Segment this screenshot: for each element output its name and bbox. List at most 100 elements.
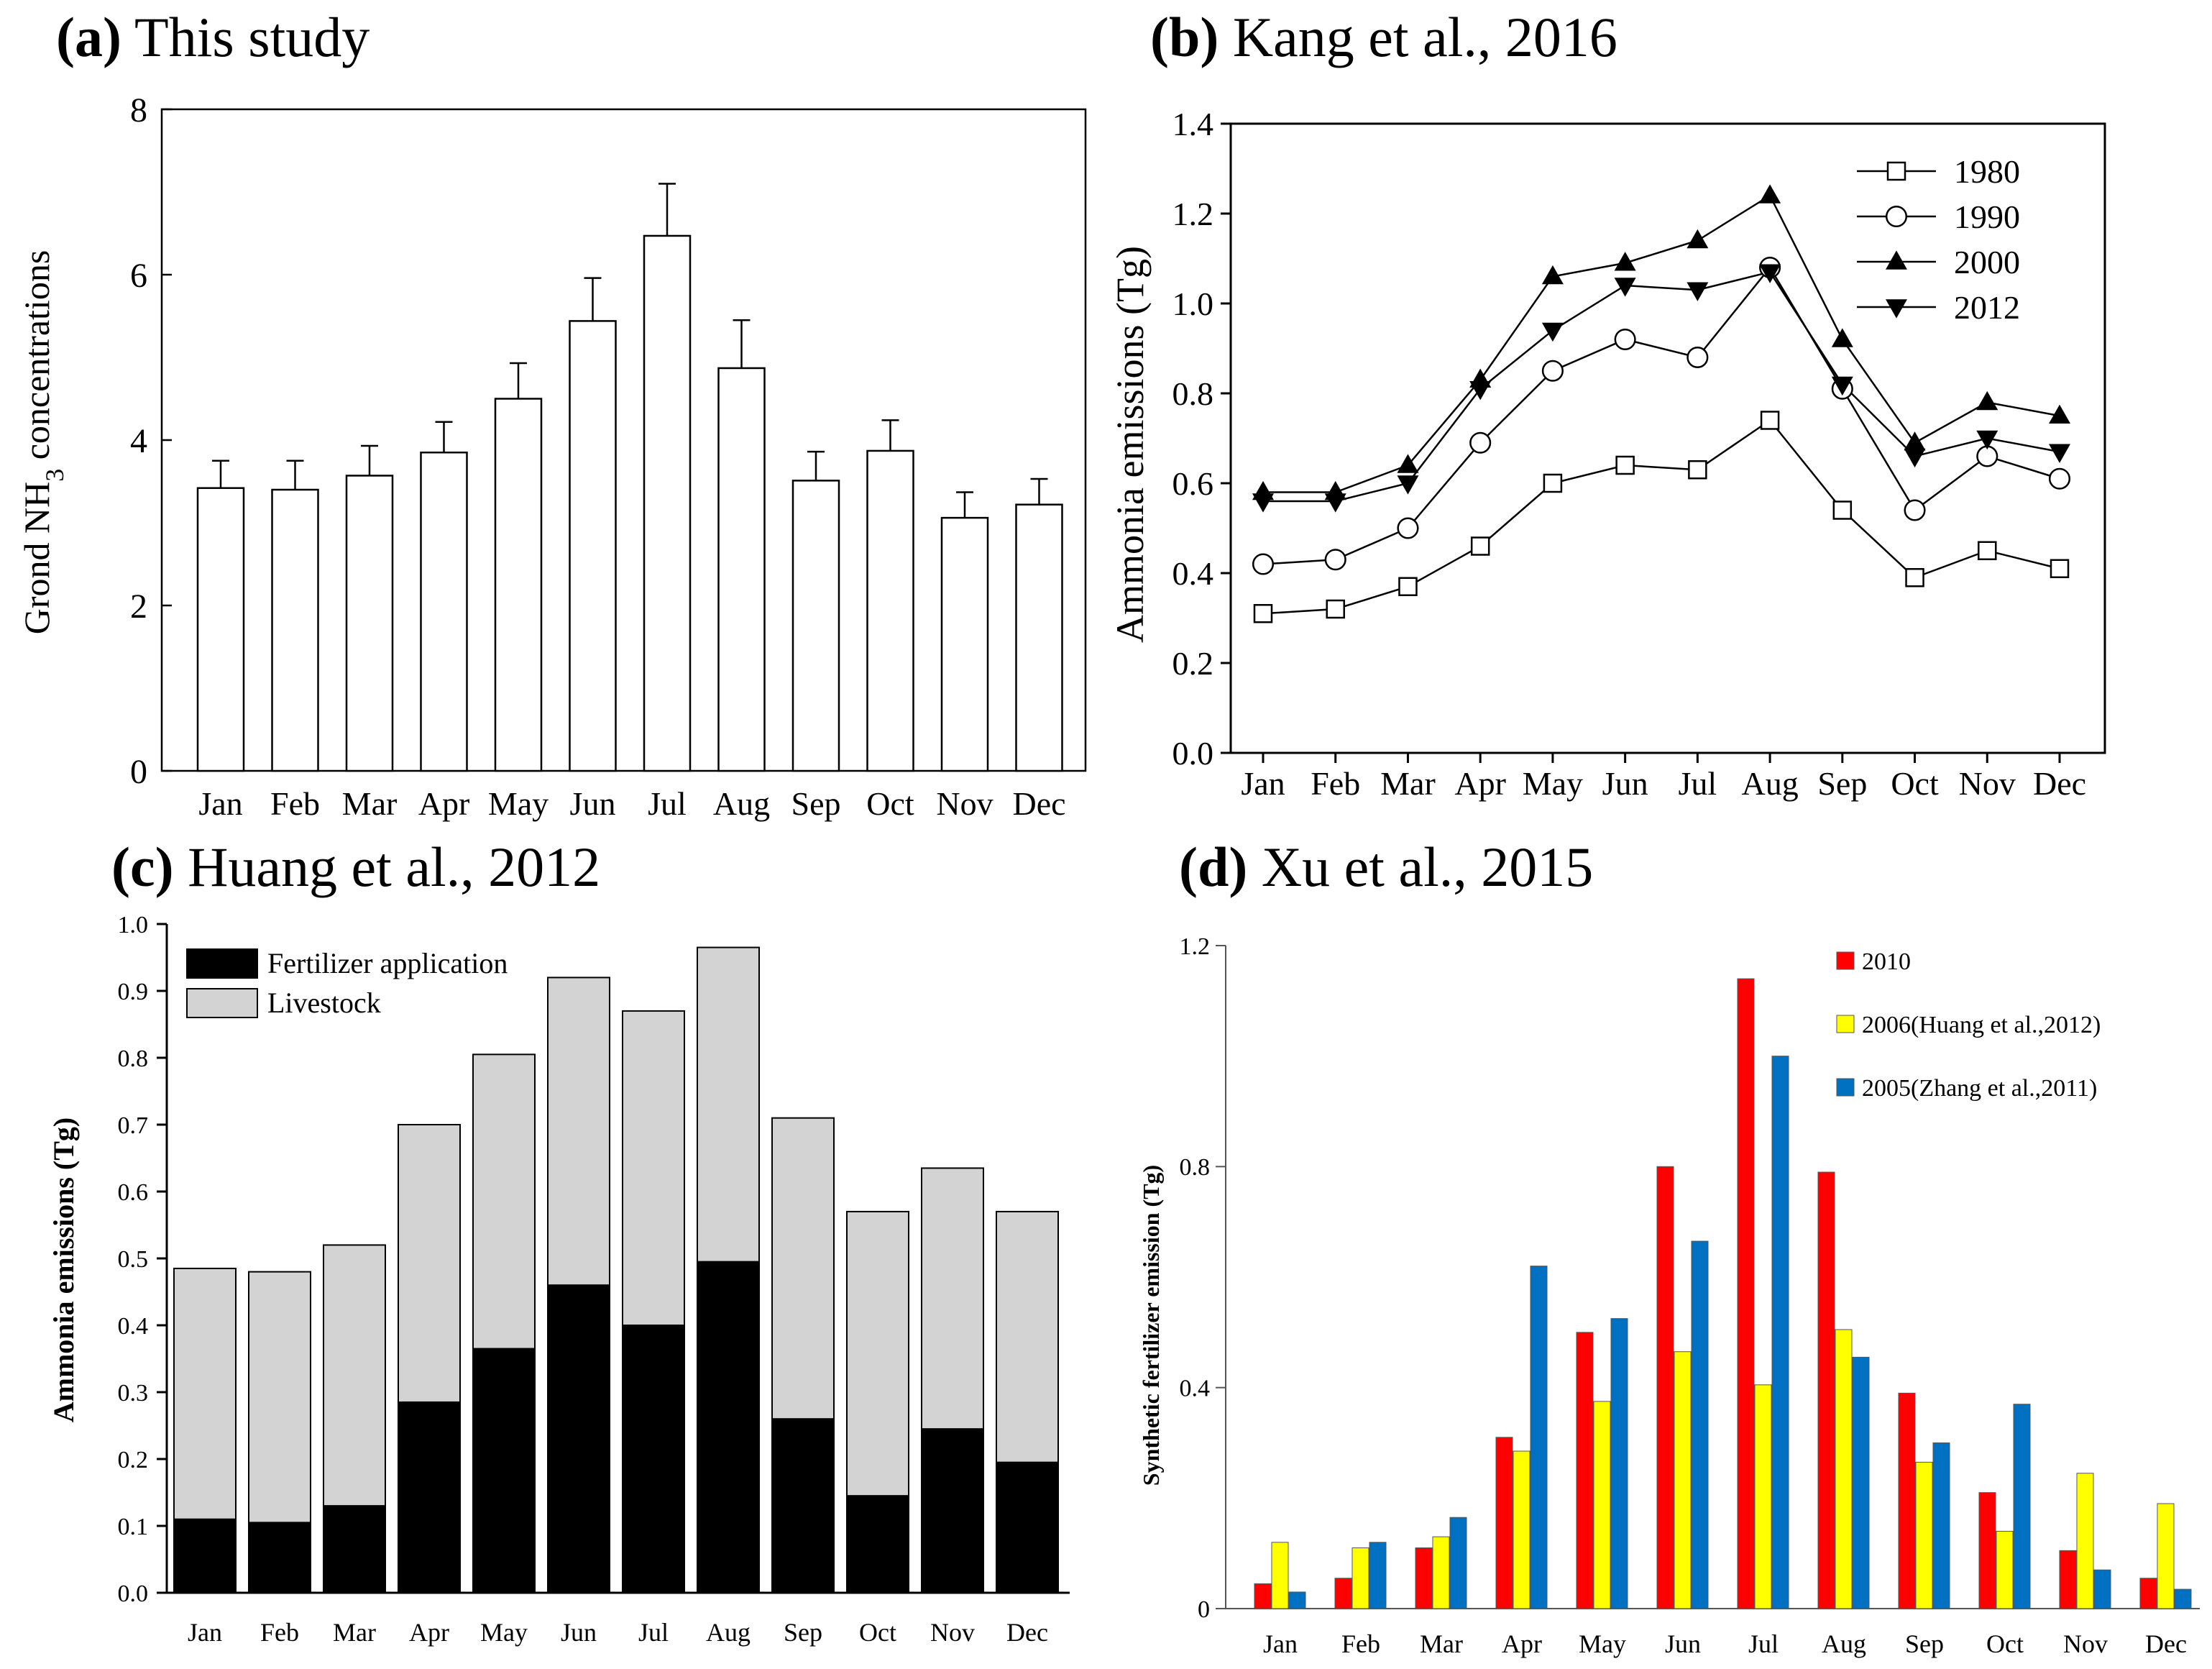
bar (2013, 1404, 2031, 1609)
marker-circle (1397, 517, 1419, 539)
bar (420, 452, 468, 772)
bar-fertilizer (398, 1401, 461, 1593)
y-tick-label: 4 (130, 422, 147, 460)
bar (866, 449, 914, 772)
y-tick-label: 8 (130, 91, 147, 129)
marker-square (2050, 559, 2070, 578)
bar-fertilizer (697, 1261, 760, 1594)
y-tick-label: 0.2 (1172, 645, 1214, 682)
bar (1369, 1542, 1387, 1609)
marker-triangle-up (1614, 252, 1636, 271)
marker-triangle-up (1541, 265, 1564, 285)
bar (1835, 1329, 1853, 1609)
panel-b-line-chart: 0.0 0.2 0.4 0.6 0.8 1.0 1.2 1.4 1980 1990 2000 2012… (1172, 106, 2106, 802)
x-tick-label: Jun (570, 785, 616, 822)
x-tick-label: Nov (936, 785, 993, 822)
x-tick-label: Feb (1311, 765, 1360, 802)
x-tick-label: Jul (1748, 1629, 1779, 1658)
marker-triangle-up (2049, 404, 2070, 424)
bar (1915, 1461, 1933, 1609)
x-tick-label: Jan (198, 785, 242, 822)
marker-square (1470, 536, 1490, 556)
x-tick-label: Nov (1959, 765, 2016, 802)
marker-triangle-down (1397, 475, 1419, 495)
marker-triangle-down (1252, 493, 1274, 513)
y-tick-label: 0.8 (118, 1046, 149, 1072)
bar (2093, 1569, 2111, 1609)
bar (1610, 1318, 1628, 1609)
x-tick-label: Dec (2033, 765, 2086, 802)
legend-swatch (1836, 1015, 1855, 1033)
bar (1674, 1351, 1692, 1609)
bar (1351, 1547, 1369, 1609)
x-tick-label: Jun (561, 1618, 597, 1647)
x-tick-label: Aug (1741, 765, 1798, 802)
bar-fertilizer (173, 1518, 237, 1593)
y-tick-label: 0.9 (118, 979, 149, 1005)
marker-square (1253, 604, 1273, 623)
marker-square (1326, 599, 1345, 619)
y-tick-label: 0.2 (118, 1447, 149, 1473)
y-tick-label: 1.2 (1180, 933, 1211, 960)
panel-b-title: (b) Kang et al., 2016 (1150, 6, 1617, 68)
bar-livestock (547, 977, 610, 1286)
panel-a-ylabel: Grond NH3 concentrations (17, 250, 69, 635)
bar-livestock (921, 1167, 984, 1430)
marker-triangle-down (1976, 430, 1998, 450)
legend-swatch (1836, 1078, 1855, 1097)
y-tick-label: 1.4 (1172, 106, 1214, 142)
marker-square (1543, 473, 1563, 493)
marker-circle (1885, 205, 1908, 228)
y-tick-label: 0 (1198, 1596, 1210, 1623)
panel-b-ylabel: Ammonia emissions (Tg) (1109, 246, 1152, 643)
marker-triangle-down (2049, 444, 2070, 463)
panel-d-title: (d) Xu et al., 2015 (1179, 836, 1593, 898)
legend-label: 1980 (1954, 153, 2020, 190)
bar (1576, 1332, 1594, 1609)
panel-c-ylabel: Ammonia emissions (Tg) (47, 1117, 80, 1422)
bar-livestock (771, 1117, 835, 1420)
x-tick-label: Oct (859, 1618, 896, 1647)
x-tick-label: May (1579, 1629, 1626, 1658)
y-tick-label: 0.4 (1180, 1376, 1211, 1402)
marker-triangle-down (1324, 493, 1346, 513)
legend-label: 1990 (1954, 198, 2020, 235)
bar-fertilizer (771, 1418, 835, 1593)
marker-circle (1904, 499, 1926, 521)
bar (791, 480, 840, 772)
panel-a-bar-chart: 0 2 4 6 8 Jan Feb Mar Apr May Jun Jul Aug Sep Oct Nov De… (130, 91, 1087, 822)
panel-a-title: (a) This study (56, 6, 370, 68)
bar (1898, 1392, 1916, 1609)
bar-livestock (697, 946, 760, 1263)
x-tick-label: Jan (1263, 1629, 1298, 1658)
bar-fertilizer (846, 1495, 909, 1593)
bar (1432, 1536, 1450, 1609)
bar-fertilizer (547, 1284, 610, 1593)
y-tick-label: 0.8 (1172, 375, 1214, 412)
legend-label: 2012 (1954, 289, 2020, 326)
y-tick-label: 0.4 (1172, 555, 1214, 592)
legend-swatch (186, 948, 258, 979)
marker-square (1905, 568, 1924, 587)
bar (1334, 1578, 1352, 1609)
bar (1656, 1166, 1674, 1609)
bar (494, 398, 543, 772)
x-tick-label: Dec (1006, 1618, 1048, 1647)
x-tick-label: Dec (1012, 785, 1065, 822)
series-line (1263, 270, 2060, 503)
y-tick-label: 0.6 (1172, 465, 1214, 502)
y-tick-label: 0.7 (118, 1112, 149, 1139)
y-tick-label: 0.0 (1172, 735, 1214, 772)
x-tick-label: Aug (713, 785, 770, 822)
x-tick-label: Dec (2145, 1629, 2187, 1658)
y-tick-label: 0.6 (118, 1179, 149, 1206)
marker-square (1760, 411, 1780, 430)
bar-livestock (323, 1244, 386, 1507)
x-tick-label: Jul (1679, 765, 1717, 802)
bar-livestock (622, 1010, 685, 1327)
bar (1288, 1591, 1306, 1609)
x-tick-label: Nov (2063, 1629, 2108, 1658)
bar-livestock (472, 1053, 536, 1350)
marker-triangle-down (1904, 448, 1926, 468)
bar (2174, 1588, 2192, 1609)
